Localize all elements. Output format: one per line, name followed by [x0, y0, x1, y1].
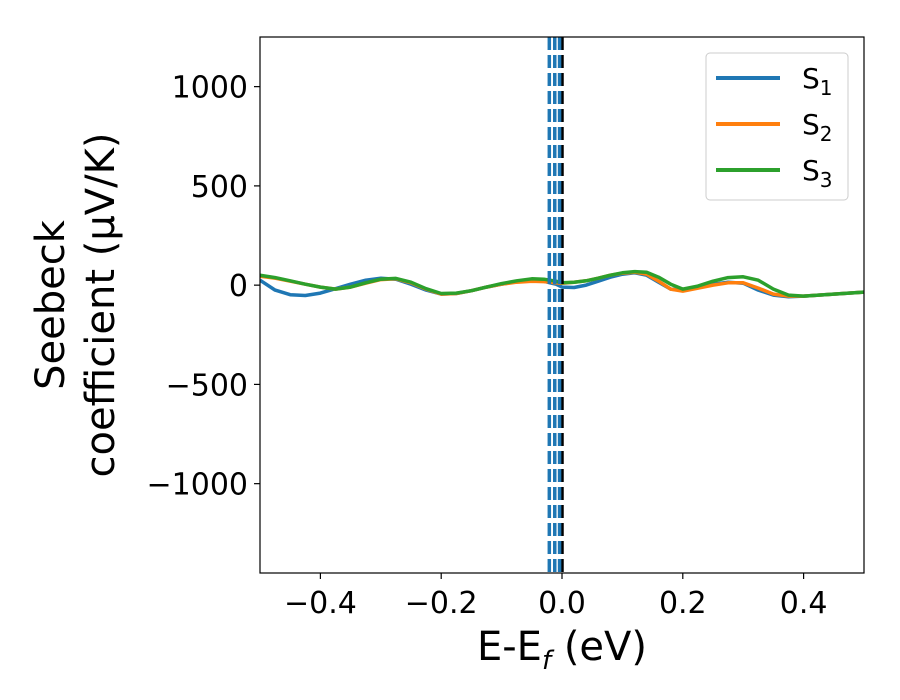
- legend-label-1: S1: [802, 62, 833, 100]
- x-tick-label: 0.2: [659, 586, 707, 621]
- y-tick-label: 500: [191, 170, 248, 205]
- x-axis: −0.4 −0.2 0.0 0.2 0.4: [284, 573, 827, 621]
- legend-box: [705, 52, 849, 201]
- legend: S1 S2 S3: [705, 52, 849, 201]
- vline-layer: [547, 37, 564, 573]
- y-tick-label: 0: [229, 269, 248, 304]
- y-tick-label: −500: [166, 368, 248, 403]
- series-line-3: [260, 269, 864, 298]
- x-axis-label: E-Ef (eV): [477, 624, 647, 676]
- x-tick-label: −0.2: [405, 586, 478, 621]
- y-axis-label-line1: Seebeck: [28, 219, 74, 390]
- x-tick-label: 0.4: [780, 586, 828, 621]
- x-tick-label: −0.4: [284, 586, 357, 621]
- y-axis: −1000 −500 0 500 1000: [147, 71, 260, 503]
- legend-label-2: S2: [802, 108, 833, 146]
- y-axis-label: Seebeck coefficient (μV/K): [28, 133, 124, 478]
- y-axis-label-line2: coefficient (μV/K): [78, 133, 124, 478]
- legend-label-3: S3: [802, 154, 833, 192]
- series-layer: [260, 269, 864, 299]
- x-tick-label: 0.0: [538, 586, 586, 621]
- y-tick-label: −1000: [147, 468, 248, 503]
- y-tick-label: 1000: [172, 71, 248, 106]
